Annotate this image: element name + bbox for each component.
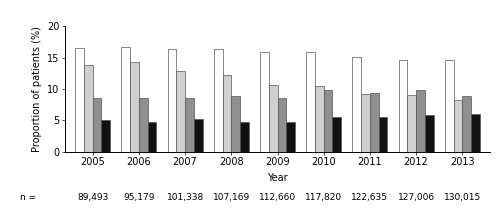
Bar [352,57,361,152]
Bar [102,120,110,152]
Bar [84,65,92,152]
X-axis label: Year: Year [267,173,288,183]
Bar [240,122,249,152]
Bar [185,99,194,152]
Bar [148,122,156,152]
Bar [232,96,240,152]
Text: 89,493: 89,493 [77,193,108,202]
Bar [260,52,268,152]
Bar [176,71,185,152]
Text: 130,015: 130,015 [444,193,481,202]
Bar [425,115,434,152]
Bar [454,100,462,152]
Text: 117,820: 117,820 [305,193,343,202]
Bar [92,98,102,152]
Bar [416,90,425,152]
Bar [286,122,295,152]
Text: 101,338: 101,338 [166,193,203,202]
Bar [139,99,147,152]
Bar [75,48,84,152]
Bar [378,117,388,152]
Text: 95,179: 95,179 [123,193,154,202]
Text: 122,635: 122,635 [352,193,389,202]
Text: n =: n = [20,193,36,202]
Bar [370,93,378,152]
Bar [168,49,176,152]
Text: 127,006: 127,006 [398,193,434,202]
Bar [471,114,480,152]
Bar [278,98,286,152]
Bar [361,94,370,152]
Text: 107,169: 107,169 [212,193,250,202]
Bar [462,96,471,152]
Bar [122,48,130,152]
Bar [268,85,278,152]
Bar [306,52,315,152]
Bar [222,75,232,152]
Bar [194,118,202,152]
Bar [130,62,139,152]
Bar [214,49,222,152]
Bar [444,60,454,152]
Text: 112,660: 112,660 [259,193,296,202]
Bar [332,117,342,152]
Bar [398,60,407,152]
Y-axis label: Proportion of patients (%): Proportion of patients (%) [32,26,42,152]
Bar [315,86,324,152]
Bar [408,95,416,152]
Bar [324,90,332,152]
